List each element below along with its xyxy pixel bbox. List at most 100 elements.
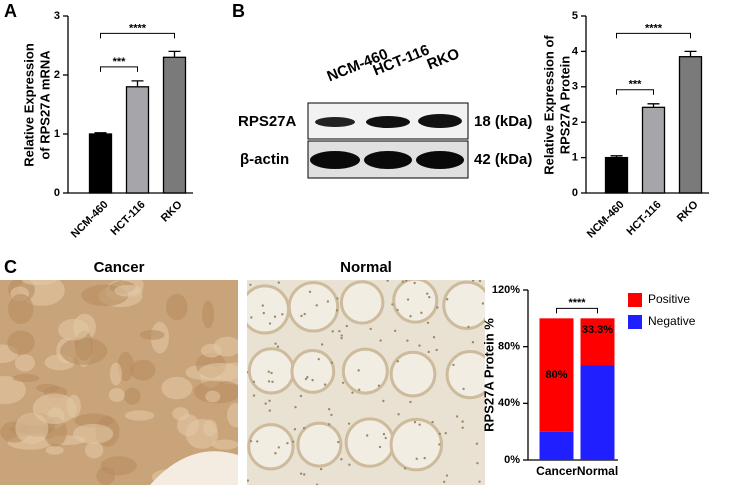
- nucleus: [379, 339, 382, 342]
- nucleus: [348, 463, 351, 466]
- y-tick-label: 1: [572, 152, 578, 164]
- tissue: [226, 402, 238, 428]
- nucleus: [277, 281, 281, 284]
- tissue: [14, 354, 35, 372]
- error-bar: [684, 50, 697, 57]
- gland: [287, 281, 340, 333]
- tissue: [108, 388, 125, 402]
- y-tick-label: 2: [572, 116, 578, 128]
- tissue: [211, 439, 238, 450]
- nucleus: [443, 480, 446, 484]
- tissue: [0, 375, 26, 405]
- nucleus: [413, 281, 416, 285]
- tissue: [202, 300, 215, 329]
- nucleus: [366, 434, 369, 437]
- nucleus: [382, 432, 386, 436]
- gland: [442, 280, 485, 330]
- nucleus: [330, 361, 334, 364]
- gland: [296, 421, 343, 468]
- sig-bracket: [556, 307, 598, 314]
- nucleus: [426, 321, 430, 325]
- x-tick-label: NCM-460: [69, 199, 111, 241]
- y-tick-label: 0%: [504, 454, 520, 466]
- nucleus: [340, 458, 343, 461]
- error-bar: [647, 103, 660, 108]
- x-tick-label: RKO: [159, 198, 185, 224]
- nucleus: [418, 344, 421, 347]
- nucleus: [308, 290, 312, 294]
- blot-band: [315, 117, 355, 127]
- nucleus: [252, 380, 256, 384]
- nucleus: [384, 436, 387, 440]
- tissue: [58, 318, 89, 341]
- y-tick-label: 1: [54, 128, 60, 140]
- nucleus: [336, 297, 339, 300]
- size-label: 42 (kDa): [474, 151, 532, 168]
- bar: [88, 133, 113, 194]
- nucleus: [452, 363, 455, 367]
- texture: [247, 280, 485, 485]
- tissue: [66, 394, 81, 418]
- x-tick-label: HCT-116: [108, 199, 147, 238]
- bar: [604, 156, 629, 194]
- nucleus: [292, 440, 295, 443]
- nucleus: [444, 431, 447, 435]
- x-tick-label: Cancer: [536, 464, 577, 478]
- nucleus: [436, 306, 439, 309]
- nucleus: [478, 280, 482, 283]
- tissue: [7, 330, 35, 355]
- gland: [389, 350, 437, 398]
- nucleus: [369, 327, 372, 331]
- nucleus: [327, 408, 331, 411]
- nucleus: [357, 388, 361, 391]
- y-axis-label: Relative Expression: [21, 43, 36, 167]
- tissue: [7, 293, 34, 325]
- tissue: [150, 451, 238, 485]
- nucleus: [445, 474, 449, 477]
- gland: [339, 280, 385, 325]
- gland: [341, 347, 389, 395]
- nucleus: [335, 309, 339, 312]
- nucleus: [299, 472, 303, 475]
- nucleus: [397, 413, 400, 416]
- tissue: [139, 330, 165, 340]
- y-tick-label: 4: [572, 45, 579, 57]
- bar-segment: [539, 318, 574, 432]
- nucleus: [471, 280, 475, 282]
- bar: [162, 56, 187, 194]
- bar-segment: [539, 431, 574, 460]
- nucleus: [401, 280, 404, 283]
- nucleus: [319, 467, 323, 471]
- y-tick-label: 40%: [498, 397, 520, 409]
- nucleus: [455, 415, 459, 418]
- nucleus: [393, 329, 397, 333]
- nucleus: [340, 334, 343, 337]
- nucleus: [262, 311, 265, 315]
- nucleus: [481, 302, 485, 305]
- nucleus: [300, 314, 303, 318]
- panel-letter: C: [4, 257, 17, 277]
- error-bar: [94, 132, 107, 134]
- nucleus: [274, 342, 277, 345]
- x-tick-label: NCM-460: [585, 199, 627, 241]
- nucleus: [249, 439, 253, 443]
- bar-segment: [580, 318, 615, 366]
- nucleus: [467, 325, 470, 329]
- nucleus: [264, 402, 267, 405]
- nucleus: [268, 322, 272, 325]
- nucleus: [427, 350, 430, 354]
- nucleus: [445, 298, 449, 301]
- nucleus: [471, 341, 475, 344]
- nucleus: [317, 357, 320, 361]
- y-tick-label: 0: [572, 187, 578, 199]
- nucleus: [267, 370, 270, 373]
- nucleus: [270, 371, 273, 375]
- protein-label: RPS27A: [238, 113, 297, 130]
- nucleus: [341, 381, 345, 384]
- error-bar: [168, 50, 181, 58]
- nucleus: [396, 360, 399, 363]
- sig-label: ****: [645, 22, 663, 34]
- legend-swatch: [628, 315, 642, 329]
- texture: [0, 280, 238, 485]
- lane-label: RKO: [425, 45, 463, 73]
